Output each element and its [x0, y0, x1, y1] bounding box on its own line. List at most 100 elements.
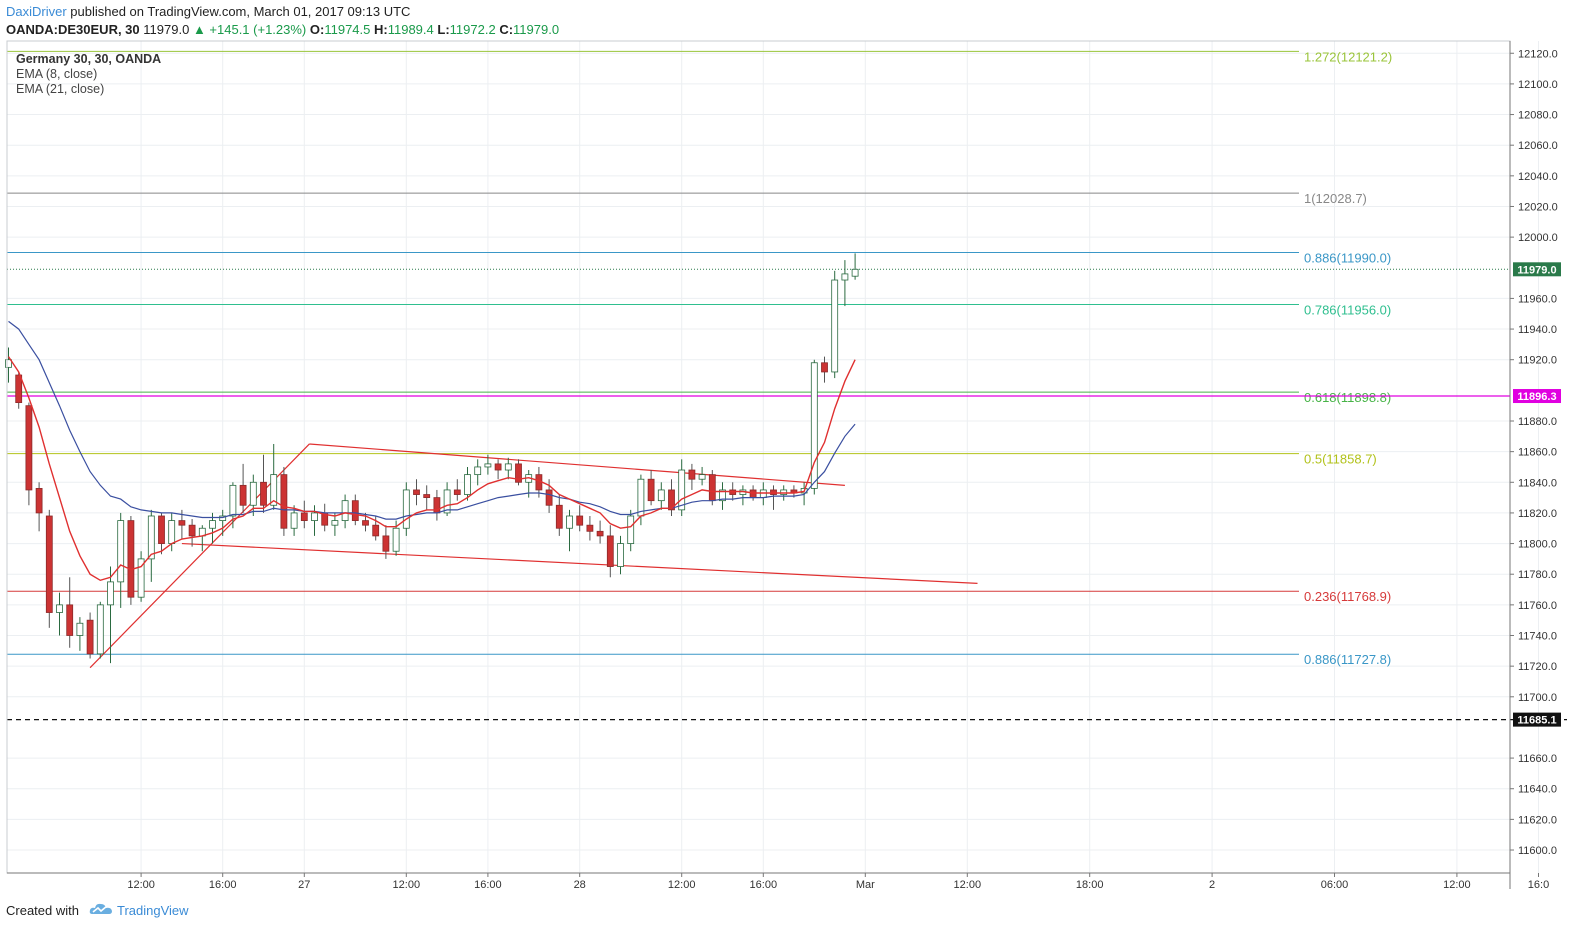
candle: [76, 617, 84, 651]
y-tick-label: 12080.0: [1518, 110, 1558, 122]
open-value: 11974.5: [324, 22, 371, 37]
candle-body: [688, 469, 696, 480]
price-tag-bg: [1513, 712, 1561, 727]
y-tick-label: 12040.0: [1518, 171, 1558, 183]
fib-level-label: 0.886(11727.8): [1304, 652, 1391, 667]
candle-body: [351, 500, 359, 521]
candle-body: [66, 604, 74, 636]
publish-info: DaxiDriver published on TradingView.com,…: [6, 4, 410, 19]
y-tick-label: 11760.0: [1518, 600, 1557, 612]
author-link[interactable]: DaxiDriver: [6, 4, 67, 19]
candle: [5, 347, 12, 383]
candle-body: [270, 474, 278, 506]
fib-level-label: 1(12028.7): [1304, 191, 1367, 206]
candle-body: [168, 520, 176, 544]
candle: [657, 482, 665, 510]
legend-ema8[interactable]: EMA (8, close): [16, 67, 98, 81]
candle-body: [158, 515, 165, 544]
candle-body: [341, 500, 349, 521]
axes: 12120.0 12100.0 12080.0 12060.0 12040.0 12020…: [6, 40, 1558, 891]
candle: [433, 489, 441, 521]
candle: [596, 520, 604, 544]
candle-body: [15, 374, 23, 404]
candle: [56, 592, 63, 636]
candle-body: [392, 527, 400, 552]
candle: [402, 482, 410, 536]
x-tick-label: 16:00: [750, 879, 778, 891]
candle: [647, 470, 655, 506]
fib-level-label: 0.786(11956.0): [1304, 303, 1391, 318]
y-tick-label: 11940.0: [1518, 324, 1557, 336]
candle-body: [606, 535, 614, 567]
candle: [107, 566, 114, 664]
open-label: O:: [309, 22, 325, 37]
y-tick-label: 11840.0: [1518, 477, 1557, 489]
created-with-text: Created with: [6, 903, 79, 918]
x-tick-label: 16:00: [474, 879, 502, 891]
candle-body: [494, 463, 502, 471]
candle: [617, 535, 624, 575]
candle: [688, 463, 696, 490]
candle-body: [56, 604, 63, 613]
candle: [45, 509, 53, 628]
candle-body: [300, 512, 308, 521]
candle-body: [290, 512, 298, 529]
candle: [66, 577, 74, 648]
candle: [719, 482, 726, 510]
candle: [851, 253, 859, 280]
candle: [698, 466, 706, 486]
ema21-line: [8, 320, 856, 520]
candle-body: [678, 469, 686, 511]
candle-body: [86, 619, 94, 655]
x-tick-label: 12:00: [393, 879, 421, 891]
candle: [341, 494, 349, 529]
y-tick-label: 12120.0: [1518, 48, 1558, 60]
candle: [86, 612, 94, 659]
candle-body: [107, 581, 114, 606]
x-tick-label: 12:00: [1443, 879, 1471, 891]
candle: [311, 505, 318, 536]
candle-body: [178, 520, 186, 526]
candle-body: [596, 530, 604, 537]
candle-body: [851, 268, 859, 277]
y-tick-label: 12100.0: [1518, 79, 1558, 91]
candle-body: [759, 489, 767, 499]
candle-body: [515, 463, 522, 483]
candle: [841, 260, 849, 307]
candle: [555, 494, 563, 536]
candle: [382, 525, 390, 559]
y-tick-label: 11640.0: [1518, 784, 1557, 796]
last-price: 11979.0: [143, 22, 190, 37]
candle: [586, 515, 594, 541]
y-tick-label: 11860.0: [1518, 447, 1557, 459]
x-tick-label: 12:00: [668, 879, 696, 891]
price-tag-bg: [1513, 262, 1561, 277]
legend-ema21[interactable]: EMA (21, close): [16, 82, 105, 96]
trend-line: [309, 443, 845, 486]
candle: [219, 509, 227, 536]
y-tick-label: 11600.0: [1518, 845, 1557, 857]
tradingview-link[interactable]: TradingView: [116, 903, 189, 918]
price-change: ▲ +145.1 (+1.23%): [192, 22, 307, 37]
candle-body: [229, 484, 237, 517]
candle-body: [239, 484, 247, 506]
candle: [137, 551, 145, 602]
low-label: L:: [437, 22, 450, 37]
candle: [759, 482, 767, 506]
candle: [504, 457, 512, 480]
price-tag-label: 11979.0: [1517, 264, 1556, 276]
candle: [15, 371, 23, 409]
candle: [739, 485, 747, 506]
candle-body: [96, 604, 104, 655]
tradingview-logo-icon[interactable]: [89, 902, 113, 919]
x-tick-label: Mar: [856, 879, 875, 891]
candle-body: [627, 515, 635, 544]
candle: [464, 466, 471, 501]
candle: [810, 359, 818, 495]
fib-level-label: 0.618(11898.8): [1304, 390, 1391, 405]
candle-body: [821, 362, 828, 373]
y-tick-label: 11740.0: [1518, 631, 1557, 643]
candle-body: [617, 543, 624, 567]
candle-body: [576, 515, 584, 526]
